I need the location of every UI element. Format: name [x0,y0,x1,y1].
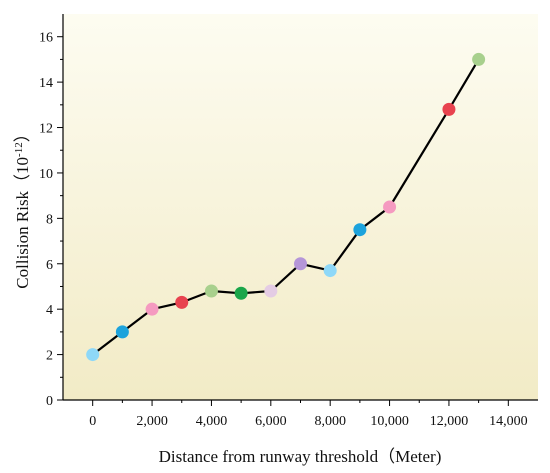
data-point [353,223,367,237]
y-axis-title: Collision Risk（10-12） [13,125,32,288]
y-tick-label: 14 [39,76,53,91]
y-axis-title-exponent: -12 [13,142,25,157]
data-point [323,264,337,278]
x-tick-label: 6,000 [255,414,287,429]
y-tick-label: 12 [39,122,53,137]
x-tick-label: 12,000 [430,414,469,429]
x-tick-label: 2,000 [136,414,168,429]
data-point [383,200,397,214]
data-point [145,302,159,316]
data-point [175,295,189,309]
y-tick-label: 6 [46,258,53,273]
y-axis-title-close: ） [13,125,32,142]
data-point [294,257,307,271]
data-point [472,52,486,66]
y-tick-label: 16 [39,31,53,46]
x-axis-title: Distance from runway threshold（Meter) [159,447,442,466]
x-tick-label: 4,000 [196,414,228,429]
y-tick-label: 8 [46,212,53,227]
data-point [264,284,278,298]
x-tick-label: 10,000 [370,414,409,429]
series [86,52,486,362]
x-tick-label: 8,000 [314,414,346,429]
data-point [442,102,456,116]
y-tick-label: 4 [46,303,53,318]
ticks: 0 2 4 6 8 10 12 14 16 0 2,000 4,000 6,000 8,000 10,000… [39,31,528,429]
x-tick-label: 0 [89,414,96,429]
x-tick-label: 14,000 [489,414,528,429]
data-point [86,348,100,362]
plot-area [63,14,538,400]
y-axis-title-main: Collision Risk（10 [13,157,32,289]
y-tick-label: 2 [46,349,53,364]
data-point [234,286,248,300]
data-point [204,284,218,298]
data-point [115,325,129,339]
y-tick-label: 10 [39,167,53,182]
y-tick-label: 0 [46,394,53,409]
